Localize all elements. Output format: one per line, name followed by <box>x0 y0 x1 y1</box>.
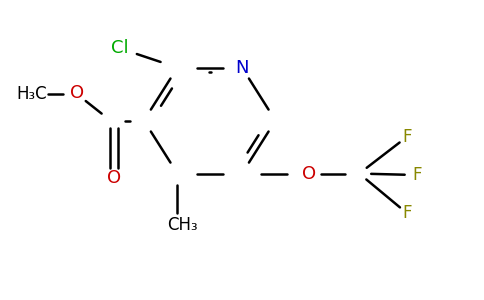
Text: O: O <box>70 84 84 102</box>
Text: H₃C: H₃C <box>16 85 47 103</box>
Text: N: N <box>235 58 249 76</box>
Text: F: F <box>412 166 422 184</box>
Text: O: O <box>107 169 121 187</box>
Text: O: O <box>302 165 316 183</box>
Text: F: F <box>402 204 412 222</box>
Text: F: F <box>402 128 412 146</box>
Text: Cl: Cl <box>111 39 129 57</box>
Text: CH₃: CH₃ <box>167 216 197 234</box>
